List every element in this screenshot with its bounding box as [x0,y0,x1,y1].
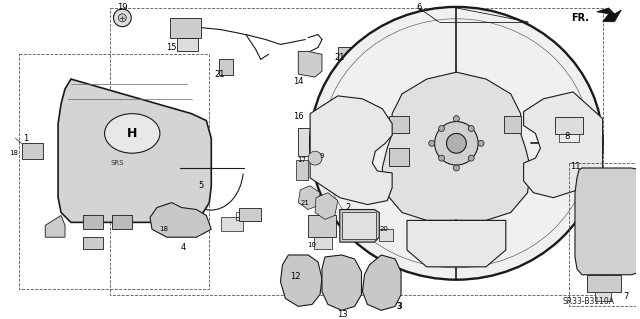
Ellipse shape [478,140,484,146]
Text: 12: 12 [290,272,301,281]
Bar [569,163,640,306]
Ellipse shape [308,151,322,165]
Polygon shape [504,115,520,133]
Text: 14: 14 [293,77,303,85]
Polygon shape [83,237,102,249]
Text: 8: 8 [564,132,570,141]
Bar [170,18,202,38]
Polygon shape [596,8,621,22]
Bar [177,38,198,51]
Ellipse shape [453,115,460,122]
Polygon shape [340,210,380,242]
Text: 11: 11 [570,161,580,171]
Text: 1: 1 [23,134,28,143]
Bar [236,212,248,220]
Polygon shape [524,92,603,198]
Ellipse shape [429,140,435,146]
Bar [219,59,233,75]
Text: 10: 10 [308,242,317,248]
Ellipse shape [118,14,126,22]
Polygon shape [407,220,506,267]
Polygon shape [298,186,320,210]
Bar [389,148,409,166]
Text: 5: 5 [199,181,204,190]
Bar [308,215,336,237]
Text: 13: 13 [337,310,348,319]
Bar [111,8,603,294]
Polygon shape [575,168,640,275]
Bar [595,292,611,301]
Ellipse shape [310,7,603,280]
Text: 9: 9 [320,153,324,159]
Bar [380,229,393,241]
Bar [22,143,44,159]
Text: 21: 21 [214,70,225,78]
Text: 20: 20 [380,226,388,232]
Polygon shape [587,275,621,292]
Text: 7: 7 [624,292,629,301]
Ellipse shape [447,133,467,153]
Polygon shape [374,81,397,107]
Text: 2: 2 [345,203,350,212]
Text: 21: 21 [301,200,310,206]
Bar [19,54,209,289]
Bar [296,160,308,180]
Ellipse shape [435,122,478,165]
Bar [556,117,583,134]
Text: 15: 15 [166,43,177,52]
Polygon shape [310,96,392,204]
Text: 17: 17 [298,157,307,163]
Polygon shape [322,255,362,310]
Polygon shape [362,255,401,310]
Text: 18: 18 [159,226,168,232]
Bar [314,237,332,249]
Polygon shape [342,57,371,81]
Polygon shape [362,67,384,91]
Text: 4: 4 [181,242,186,252]
Text: SR33-B3110A: SR33-B3110A [562,297,614,306]
Text: 3: 3 [396,302,402,311]
Bar [298,129,312,156]
Bar [342,212,376,239]
Polygon shape [83,215,102,229]
Polygon shape [280,255,322,306]
Ellipse shape [453,165,460,171]
Bar [338,48,354,61]
Ellipse shape [438,125,445,131]
Polygon shape [58,79,211,222]
Polygon shape [315,193,338,219]
Ellipse shape [468,155,474,161]
Text: H: H [127,127,138,140]
Polygon shape [113,215,132,229]
Text: 18: 18 [9,150,18,156]
Polygon shape [389,115,409,133]
Text: 21: 21 [335,53,345,62]
Bar [559,134,579,142]
Text: 19: 19 [117,4,127,12]
Text: FR.: FR. [571,13,589,23]
Text: 6: 6 [416,4,422,12]
Ellipse shape [468,125,474,131]
Polygon shape [298,51,322,77]
Ellipse shape [438,155,445,161]
Polygon shape [45,215,65,237]
Text: 16: 16 [293,112,303,121]
Bar [239,208,260,221]
Polygon shape [382,72,531,220]
Bar [221,218,243,231]
Ellipse shape [104,114,160,153]
Polygon shape [150,203,211,237]
Text: SRS: SRS [111,160,124,166]
Ellipse shape [113,9,131,27]
